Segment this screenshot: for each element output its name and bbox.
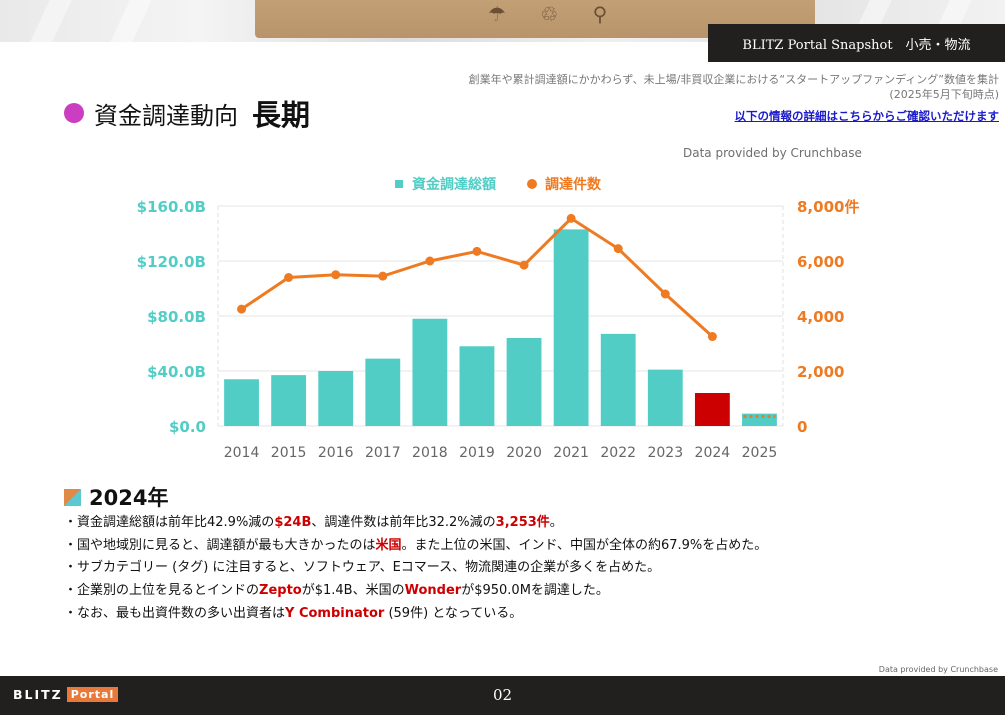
y-left-tick-label: $160.0B bbox=[137, 198, 206, 216]
y-left-tick-label: $40.0B bbox=[147, 363, 206, 381]
section-title: 2024年 bbox=[89, 486, 169, 510]
bar-2025 bbox=[742, 413, 777, 426]
y-right-tick-label: 2,000 bbox=[797, 363, 844, 381]
bullet-item: ・国や地域別に見ると、調達額が最も大きかったのは米国。また上位の米国、インド、中… bbox=[64, 535, 767, 558]
hero-banner: ☂ ♲ ⚲ bbox=[0, 0, 1005, 42]
section-square-icon bbox=[64, 488, 81, 506]
note-line-2: (2025年5月下旬時点) bbox=[889, 88, 999, 101]
bar-2017 bbox=[365, 358, 401, 426]
bullet-text: 。また上位の米国、インド、中国が全体の約67.9%を占めた。 bbox=[401, 537, 768, 553]
count-point-2018 bbox=[425, 256, 435, 266]
y-right-tick-label: 8,000件 bbox=[797, 198, 859, 216]
x-tick-label: 2019 bbox=[459, 445, 495, 461]
y-left-tick-label: $0.0 bbox=[169, 418, 206, 436]
blitz-portal-logo: BLITZ Portal bbox=[13, 687, 119, 702]
bullet-text: ・国や地域別に見ると、調達額が最も大きかったのは bbox=[64, 537, 376, 553]
bar-2014 bbox=[224, 379, 259, 426]
logo-word: BLITZ bbox=[13, 687, 63, 702]
bar-2024 bbox=[694, 393, 730, 426]
y-right-tick-label: 0 bbox=[797, 418, 807, 436]
roller-stripe bbox=[110, 0, 152, 42]
count-point-2015 bbox=[284, 273, 294, 282]
x-tick-label: 2018 bbox=[412, 445, 448, 461]
details-link[interactable]: 以下の情報の詳細はこちらからご確認いただけます bbox=[734, 109, 1000, 123]
bullet-item: ・サブカテゴリー (タグ) に注目すると、ソフトウェア、Eコマース、物流関連の企… bbox=[64, 557, 767, 580]
bullet-text: ・サブカテゴリー (タグ) に注目すると、ソフトウェア、Eコマース、物流関連の企… bbox=[64, 560, 661, 576]
x-tick-label: 2016 bbox=[318, 445, 354, 461]
bullet-text: が$950.0Mを調達した。 bbox=[461, 583, 609, 599]
bullet-highlight: Y Combinator bbox=[285, 605, 385, 621]
bullet-text: ・企業別の上位を見るとインドの bbox=[64, 583, 260, 599]
x-tick-label: 2020 bbox=[506, 445, 542, 461]
y-left-tick-label: $80.0B bbox=[147, 308, 206, 326]
page-title: 資金調達動向 長期 bbox=[64, 92, 310, 134]
bullet-highlight: $24B bbox=[274, 515, 312, 530]
footer-credit: Data provided by Crunchbase bbox=[878, 665, 998, 674]
bullet-text: ・なお、最も出資件数の多い出資者は bbox=[64, 605, 286, 621]
title-dot-icon bbox=[64, 103, 84, 123]
y-right-tick-label: 4,000 bbox=[797, 308, 844, 326]
bullet-text: ・資金調達総額は前年比42.9%減の bbox=[64, 515, 275, 530]
bullet-text: が$1.4B、米国の bbox=[301, 583, 405, 599]
x-tick-label: 2022 bbox=[600, 445, 636, 461]
count-point-2017 bbox=[378, 271, 388, 281]
x-tick-label: 2015 bbox=[271, 445, 307, 461]
x-tick-label: 2025 bbox=[742, 445, 778, 461]
bar-2021 bbox=[553, 229, 589, 426]
page-number: 02 bbox=[492, 686, 513, 704]
bar-2015 bbox=[271, 375, 307, 426]
title-main: 資金調達動向 bbox=[94, 101, 238, 130]
chart-credit: Data provided by Crunchbase bbox=[683, 146, 862, 160]
bullet-text: 、調達件数は前年比32.2%減の bbox=[311, 515, 496, 530]
section-header: 2024年 bbox=[64, 482, 168, 512]
y-right-tick-label: 6,000 bbox=[797, 253, 844, 271]
legend-bar-swatch bbox=[395, 180, 403, 188]
title-emphasis: 長期 bbox=[252, 98, 311, 132]
x-tick-label: 2024 bbox=[695, 445, 731, 461]
bullet-highlight: 3,253件 bbox=[495, 515, 550, 530]
count-point-2022 bbox=[613, 244, 623, 254]
count-point-2020 bbox=[519, 260, 529, 270]
legend-line-swatch bbox=[527, 179, 537, 189]
bar-2018 bbox=[412, 318, 448, 426]
bullet-text: (59件) となっている。 bbox=[384, 605, 523, 621]
count-point-2014 bbox=[237, 304, 247, 314]
bar-2016 bbox=[318, 371, 354, 426]
count-point-2019 bbox=[472, 246, 482, 256]
bar-2020 bbox=[506, 338, 542, 426]
roller-stripe bbox=[30, 0, 72, 42]
bullet-list: ・資金調達総額は前年比42.9%減の$24B、調達件数は前年比32.2%減の3,… bbox=[64, 512, 767, 626]
notes: 創業年や累計調達額にかかわらず、未上場/非買収企業における“スタートアップファン… bbox=[469, 72, 999, 124]
bullet-highlight: 米国 bbox=[375, 537, 402, 553]
count-point-2024 bbox=[707, 332, 717, 342]
funding-chart: $0.0 0 $40.0B 2,000 $80.0B 4,000 $120.0B 6,000 $… bbox=[137, 176, 860, 461]
count-line bbox=[240, 216, 714, 338]
legend-line-label: 調達件数 bbox=[545, 176, 602, 193]
x-tick-label: 2023 bbox=[647, 445, 683, 461]
legend-bar-label: 資金調達総額 bbox=[412, 176, 496, 193]
count-point-2016 bbox=[331, 270, 341, 280]
bullet-highlight: Wonder bbox=[404, 583, 462, 599]
x-tick-label: 2021 bbox=[553, 445, 589, 461]
x-tick-label: 2017 bbox=[365, 445, 401, 461]
logo-tag: Portal bbox=[66, 687, 119, 702]
snapshot-label: BLITZ Portal Snapshot 小売・物流 bbox=[708, 24, 1005, 62]
bullet-text: 。 bbox=[549, 515, 563, 530]
bullet-item: ・なお、最も出資件数の多い出資者はY Combinator (59件) となって… bbox=[64, 603, 767, 626]
y-left-tick-label: $120.0B bbox=[137, 253, 206, 271]
bar-2019 bbox=[459, 346, 495, 426]
bullet-item: ・資金調達総額は前年比42.9%減の$24B、調達件数は前年比32.2%減の3,… bbox=[64, 512, 767, 535]
bar-2023 bbox=[647, 369, 683, 426]
bar-2022 bbox=[600, 333, 636, 426]
box-handling-icons: ☂ ♲ ⚲ bbox=[488, 2, 622, 26]
note-line-1: 創業年や累計調達額にかかわらず、未上場/非買収企業における“スタートアップファン… bbox=[468, 73, 999, 86]
bullet-highlight: Zepto bbox=[259, 583, 302, 599]
bullet-item: ・企業別の上位を見るとインドのZeptoが$1.4B、米国のWonderが$95… bbox=[64, 580, 767, 603]
x-tick-label: 2014 bbox=[224, 445, 260, 461]
count-point-2021 bbox=[566, 213, 576, 223]
footer-bar: BLITZ Portal 02 bbox=[0, 676, 1005, 715]
count-point-2023 bbox=[660, 289, 670, 299]
